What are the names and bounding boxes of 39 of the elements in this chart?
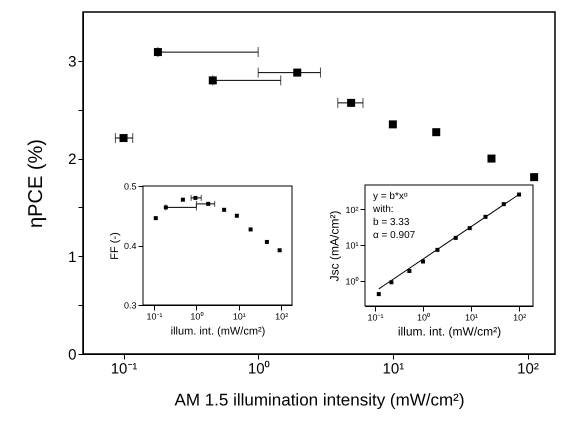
point: [248, 227, 253, 232]
y-tick-label: 10⁰: [345, 276, 358, 286]
point: [234, 214, 239, 218]
y-tick-label: 0.5: [124, 182, 136, 192]
x-axis-title: illum. int. (mW/cm²): [398, 324, 502, 338]
x-tick-label: 10⁰: [190, 312, 204, 322]
point: [206, 202, 210, 206]
y-tick-label: 2: [68, 151, 76, 168]
x-tick-label: 10²: [275, 312, 288, 322]
y-tick-label: 0: [68, 346, 76, 364]
point: [222, 208, 226, 212]
y-axis-title: FF (-): [108, 232, 121, 260]
x-axis-title: illum. int. (mW/cm²): [170, 326, 266, 338]
y-axis-title: ηPCE (%): [25, 139, 48, 228]
point: [193, 196, 198, 200]
x-tick-label: 10⁰: [248, 360, 270, 378]
x-tick-label: 10⁻¹: [367, 312, 384, 322]
x-tick-label: 10¹: [382, 360, 404, 378]
x-tick-label: 10⁻¹: [146, 312, 163, 322]
y-tick-label: 10¹: [345, 240, 358, 251]
y-tick-label: 1: [68, 248, 76, 266]
annotation: α = 0.907: [373, 230, 416, 241]
x-tick-label: 10¹: [465, 312, 478, 322]
annotation: y = b*xᵅ: [373, 191, 408, 202]
x-axis-title: AM 1.5 illumination intensity (mW/cm²): [174, 390, 465, 410]
x-tick-label: 10⁰: [416, 312, 430, 322]
x-tick-label: 10²: [517, 360, 539, 378]
annotation: b = 3.33: [373, 217, 410, 228]
x-tick-label: 10²: [513, 312, 526, 322]
y-tick-label: 10²: [345, 204, 358, 215]
annotation: with:: [372, 204, 394, 215]
y-axis-title: Jsc (mA/cm²): [327, 210, 342, 282]
point: [278, 248, 282, 252]
y-tick-label: 0.3: [124, 300, 136, 310]
x-tick-label: 10¹: [232, 312, 246, 322]
point: [264, 240, 269, 244]
x-tick-label: 10⁻¹: [110, 360, 138, 378]
y-tick-label: 0.4: [124, 241, 136, 251]
y-tick-label: 3: [68, 53, 76, 70]
